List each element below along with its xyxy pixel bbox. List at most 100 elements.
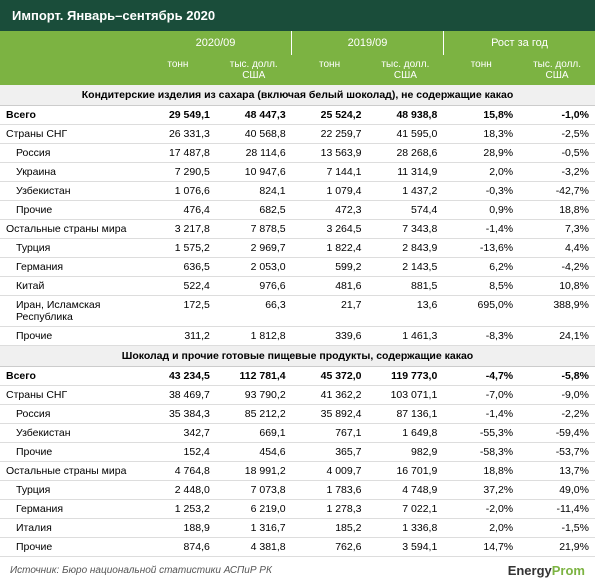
cell-value: 481,6 xyxy=(292,277,368,295)
cell-value: 472,3 xyxy=(292,201,368,219)
cell-value: 1 336,8 xyxy=(367,519,443,537)
cell-value: 0,9% xyxy=(443,201,519,219)
row-name: Всего xyxy=(0,106,140,124)
cell-value: 152,4 xyxy=(140,443,216,461)
cell-value: 636,5 xyxy=(140,258,216,276)
cell-value: -59,4% xyxy=(519,424,595,442)
cell-value: -7,0% xyxy=(443,386,519,404)
cell-value: 695,0% xyxy=(443,296,519,326)
cell-value: 1 649,8 xyxy=(367,424,443,442)
row-name: Узбекистан xyxy=(0,424,140,442)
cell-value: -42,7% xyxy=(519,182,595,200)
table-row: Прочие152,4454,6365,7982,9-58,3%-53,7% xyxy=(0,443,595,462)
row-name: Украина xyxy=(0,163,140,181)
section-title: Шоколад и прочие готовые пищевые продукт… xyxy=(0,346,595,367)
cell-value: 1 079,4 xyxy=(292,182,368,200)
cell-value: 24,1% xyxy=(519,327,595,345)
cell-value: 18 991,2 xyxy=(216,462,292,480)
cell-value: 17 487,8 xyxy=(140,144,216,162)
table-row: Россия35 384,385 212,235 892,487 136,1-1… xyxy=(0,405,595,424)
cell-value: -1,0% xyxy=(519,106,595,124)
cell-value: 11 314,9 xyxy=(367,163,443,181)
header-groups: 2020/09 2019/09 Рост за год xyxy=(0,31,595,55)
subheaders: тонн тыс. долл. США тонн тыс. долл. США … xyxy=(0,55,595,85)
cell-value: 365,7 xyxy=(292,443,368,461)
cell-value: -0,5% xyxy=(519,144,595,162)
row-name: Иран, Исламская Республика xyxy=(0,296,140,326)
cell-value: -1,5% xyxy=(519,519,595,537)
cell-value: 2 969,7 xyxy=(216,239,292,257)
table-row: Остальные страны мира4 764,818 991,24 00… xyxy=(0,462,595,481)
cell-value: 35 384,3 xyxy=(140,405,216,423)
cell-value: 669,1 xyxy=(216,424,292,442)
cell-value: 4 764,8 xyxy=(140,462,216,480)
table-row: Германия636,52 053,0599,22 143,56,2%-4,2… xyxy=(0,258,595,277)
cell-value: -2,2% xyxy=(519,405,595,423)
cell-value: 2 053,0 xyxy=(216,258,292,276)
cell-value: 7 073,8 xyxy=(216,481,292,499)
cell-value: 3 594,1 xyxy=(367,538,443,556)
cell-value: 1 575,2 xyxy=(140,239,216,257)
cell-value: -4,2% xyxy=(519,258,595,276)
table-body: Кондитерские изделия из сахара (включая … xyxy=(0,85,595,557)
cell-value: 48 938,8 xyxy=(367,106,443,124)
cell-value: 16 701,9 xyxy=(367,462,443,480)
cell-value: 982,9 xyxy=(367,443,443,461)
cell-value: 15,8% xyxy=(443,106,519,124)
table-row: Италия188,91 316,7185,21 336,82,0%-1,5% xyxy=(0,519,595,538)
cell-value: 824,1 xyxy=(216,182,292,200)
row-name: Германия xyxy=(0,500,140,518)
row-name: Прочие xyxy=(0,327,140,345)
table-row: Всего29 549,148 447,325 524,248 938,815,… xyxy=(0,106,595,125)
cell-value: 172,5 xyxy=(140,296,216,326)
cell-value: 2,0% xyxy=(443,519,519,537)
row-name: Италия xyxy=(0,519,140,537)
row-name: Россия xyxy=(0,144,140,162)
row-name: Остальные страны мира xyxy=(0,462,140,480)
cell-value: 29 549,1 xyxy=(140,106,216,124)
cell-value: -5,8% xyxy=(519,367,595,385)
cell-value: 13,6 xyxy=(367,296,443,326)
cell-value: 18,8% xyxy=(519,201,595,219)
cell-value: 4,4% xyxy=(519,239,595,257)
cell-value: 13 563,9 xyxy=(292,144,368,162)
cell-value: 1 461,3 xyxy=(367,327,443,345)
section-title: Кондитерские изделия из сахара (включая … xyxy=(0,85,595,106)
cell-value: 7 343,8 xyxy=(367,220,443,238)
cell-value: 2,0% xyxy=(443,163,519,181)
cell-value: 2 448,0 xyxy=(140,481,216,499)
cell-value: -11,4% xyxy=(519,500,595,518)
cell-value: 339,6 xyxy=(292,327,368,345)
row-name: Россия xyxy=(0,405,140,423)
cell-value: 342,7 xyxy=(140,424,216,442)
cell-value: 6,2% xyxy=(443,258,519,276)
table-row: Германия1 253,26 219,01 278,37 022,1-2,0… xyxy=(0,500,595,519)
cell-value: -8,3% xyxy=(443,327,519,345)
cell-value: 21,7 xyxy=(292,296,368,326)
cell-value: 1 437,2 xyxy=(367,182,443,200)
table-row: Узбекистан342,7669,1767,11 649,8-55,3%-5… xyxy=(0,424,595,443)
table-row: Остальные страны мира3 217,87 878,53 264… xyxy=(0,220,595,239)
cell-value: 26 331,3 xyxy=(140,125,216,143)
cell-value: 188,9 xyxy=(140,519,216,537)
cell-value: 3 264,5 xyxy=(292,220,368,238)
cell-value: 388,9% xyxy=(519,296,595,326)
cell-value: 762,6 xyxy=(292,538,368,556)
row-name: Страны СНГ xyxy=(0,125,140,143)
cell-value: 1 822,4 xyxy=(292,239,368,257)
cell-value: 40 568,8 xyxy=(216,125,292,143)
row-name: Прочие xyxy=(0,538,140,556)
cell-value: -2,0% xyxy=(443,500,519,518)
logo: EnergyProm xyxy=(508,563,585,578)
table-row: Турция1 575,22 969,71 822,42 843,9-13,6%… xyxy=(0,239,595,258)
cell-value: 119 773,0 xyxy=(367,367,443,385)
table-row: Страны СНГ38 469,793 790,241 362,2103 07… xyxy=(0,386,595,405)
table-row: Прочие311,21 812,8339,61 461,3-8,3%24,1% xyxy=(0,327,595,346)
cell-value: -3,2% xyxy=(519,163,595,181)
cell-value: 311,2 xyxy=(140,327,216,345)
cell-value: 3 217,8 xyxy=(140,220,216,238)
cell-value: 49,0% xyxy=(519,481,595,499)
cell-value: -13,6% xyxy=(443,239,519,257)
cell-value: 1 278,3 xyxy=(292,500,368,518)
group-2020: 2020/09 xyxy=(140,31,292,55)
